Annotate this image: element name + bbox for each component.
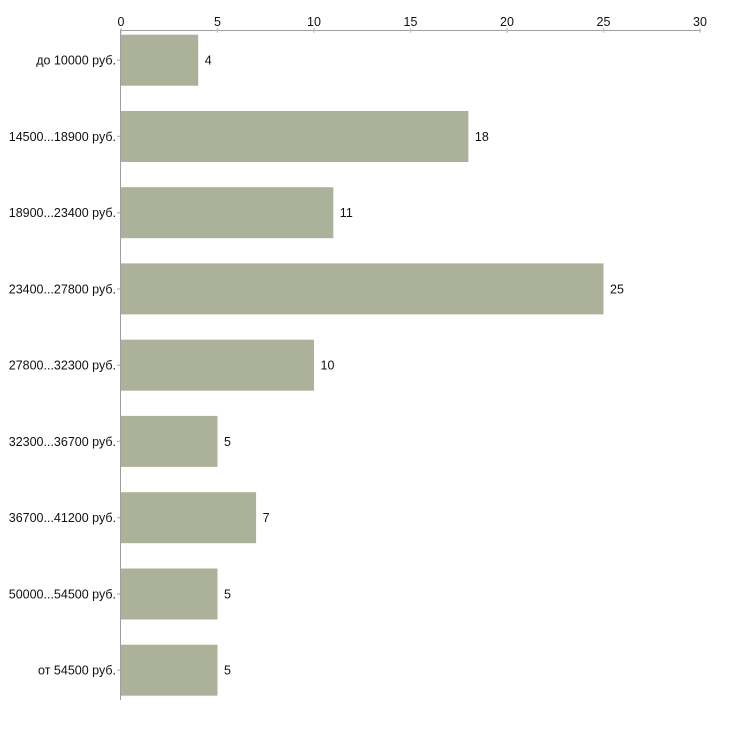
svg-text:18900...23400 руб.: 18900...23400 руб. bbox=[9, 206, 116, 220]
svg-text:от 54500 руб.: от 54500 руб. bbox=[38, 664, 116, 678]
svg-text:25: 25 bbox=[597, 15, 611, 29]
svg-text:25: 25 bbox=[610, 282, 624, 296]
svg-text:10: 10 bbox=[307, 15, 321, 29]
svg-text:20: 20 bbox=[500, 15, 514, 29]
svg-text:5: 5 bbox=[224, 664, 231, 678]
svg-text:36700...41200 руб.: 36700...41200 руб. bbox=[9, 511, 116, 525]
svg-text:30: 30 bbox=[693, 15, 707, 29]
svg-text:23400...27800 руб.: 23400...27800 руб. bbox=[9, 282, 116, 296]
svg-text:18: 18 bbox=[475, 130, 489, 144]
svg-text:7: 7 bbox=[263, 511, 270, 525]
svg-text:14500...18900 руб.: 14500...18900 руб. bbox=[9, 130, 116, 144]
svg-text:4: 4 bbox=[205, 54, 212, 68]
svg-text:0: 0 bbox=[118, 15, 125, 29]
svg-text:15: 15 bbox=[404, 15, 418, 29]
svg-text:10: 10 bbox=[321, 359, 335, 373]
svg-text:5: 5 bbox=[224, 435, 231, 449]
svg-text:до 10000 руб.: до 10000 руб. bbox=[36, 54, 116, 68]
svg-text:5: 5 bbox=[224, 587, 231, 601]
svg-text:50000...54500 руб.: 50000...54500 руб. bbox=[9, 587, 116, 601]
svg-text:11: 11 bbox=[340, 206, 353, 220]
svg-text:5: 5 bbox=[214, 15, 221, 29]
svg-text:32300...36700 руб.: 32300...36700 руб. bbox=[9, 435, 116, 449]
svg-text:27800...32300 руб.: 27800...32300 руб. bbox=[9, 359, 116, 373]
